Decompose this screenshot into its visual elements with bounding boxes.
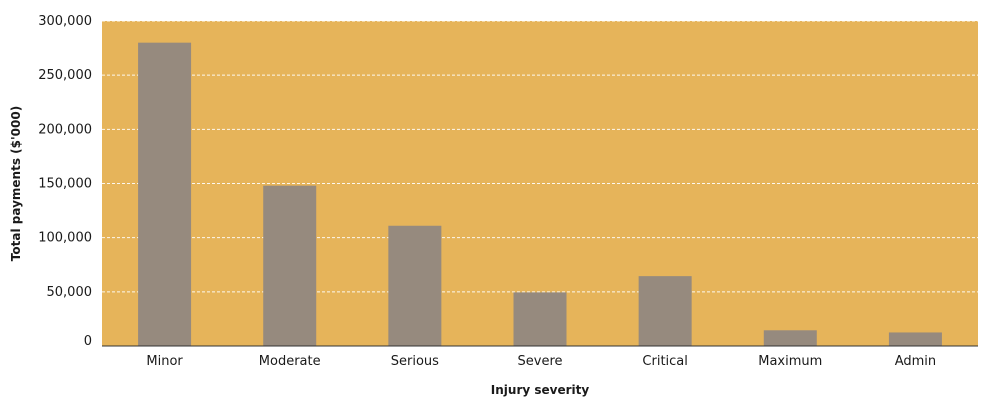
y-tick-label: 100,000: [38, 231, 92, 246]
bars: [138, 42, 942, 347]
bar-admin: [888, 332, 942, 346]
x-tick-label: Moderate: [259, 354, 321, 369]
y-tick-label: 300,000: [38, 14, 92, 29]
y-tick-label: 150,000: [38, 177, 92, 192]
gridlines: [102, 20, 978, 293]
bar-severe: [513, 292, 567, 346]
x-axis-tick-labels: Minor Moderate Serious Severe Critical Maximu…: [146, 354, 936, 369]
x-tick-label: Minor: [146, 354, 183, 369]
y-tick-label: 250,000: [38, 68, 92, 83]
y-tick-label: 200,000: [38, 122, 92, 137]
bar-maximum: [763, 330, 817, 346]
bar-serious: [388, 225, 442, 346]
x-tick-label: Maximum: [758, 354, 822, 369]
y-axis-title: Total payments ($'000): [9, 106, 23, 261]
y-tick-label: 0: [84, 334, 92, 349]
x-axis-title: Injury severity: [491, 383, 590, 397]
bar-minor: [138, 42, 192, 347]
x-tick-label: Admin: [895, 354, 936, 369]
x-tick-label: Severe: [518, 354, 563, 369]
y-axis-ticks: 0 50,000 100,000 150,000 200,000 250,000 300,0…: [38, 14, 92, 349]
bar-critical: [638, 276, 692, 346]
x-tick-label: Critical: [642, 354, 687, 369]
bar-moderate: [263, 185, 317, 346]
x-tick-label: Serious: [391, 354, 439, 369]
y-tick-label: 50,000: [47, 285, 93, 300]
